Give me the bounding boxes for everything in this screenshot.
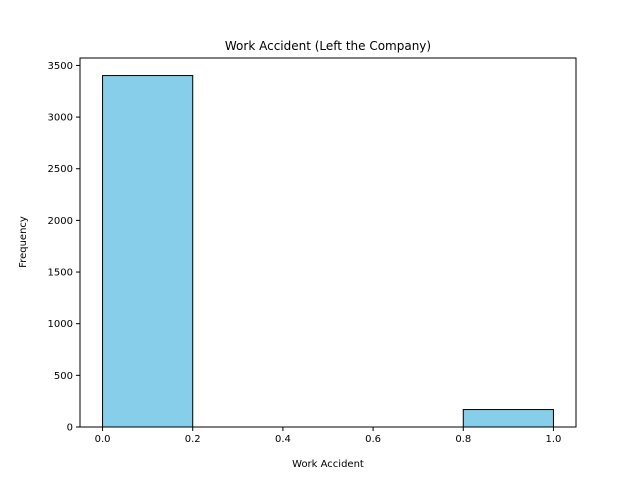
- x-tick-label: 0.4: [275, 434, 291, 445]
- histogram-bar: [102, 75, 194, 428]
- y-tick-label: 2500: [48, 164, 73, 175]
- x-tick-label: 0.6: [365, 434, 381, 445]
- y-tick-label: 2000: [48, 216, 73, 227]
- y-tick-label: 0: [67, 423, 73, 434]
- y-tick-label: 3000: [48, 113, 73, 124]
- bars-group: [102, 75, 554, 428]
- y-axis-label: Frequency: [18, 216, 29, 268]
- y-axis: 0 500 1000 1500 2000 2500 3000 3500: [48, 61, 80, 434]
- y-tick-label: 1000: [48, 319, 73, 330]
- x-axis: 0.0 0.2 0.4 0.6 0.8 1.0: [95, 427, 562, 445]
- y-tick-label: 500: [54, 371, 73, 382]
- y-tick-label: 3500: [48, 61, 73, 72]
- histogram-bar: [462, 409, 554, 428]
- y-tick-label: 1500: [48, 268, 73, 279]
- x-tick-label: 0.2: [185, 434, 201, 445]
- x-tick-label: 0.8: [455, 434, 471, 445]
- x-axis-label: Work Accident: [292, 459, 364, 470]
- x-tick-label: 1.0: [546, 434, 562, 445]
- plot-frame: [79, 57, 577, 428]
- x-tick-label: 0.0: [95, 434, 111, 445]
- chart-title: Work Accident (Left the Company): [225, 39, 431, 53]
